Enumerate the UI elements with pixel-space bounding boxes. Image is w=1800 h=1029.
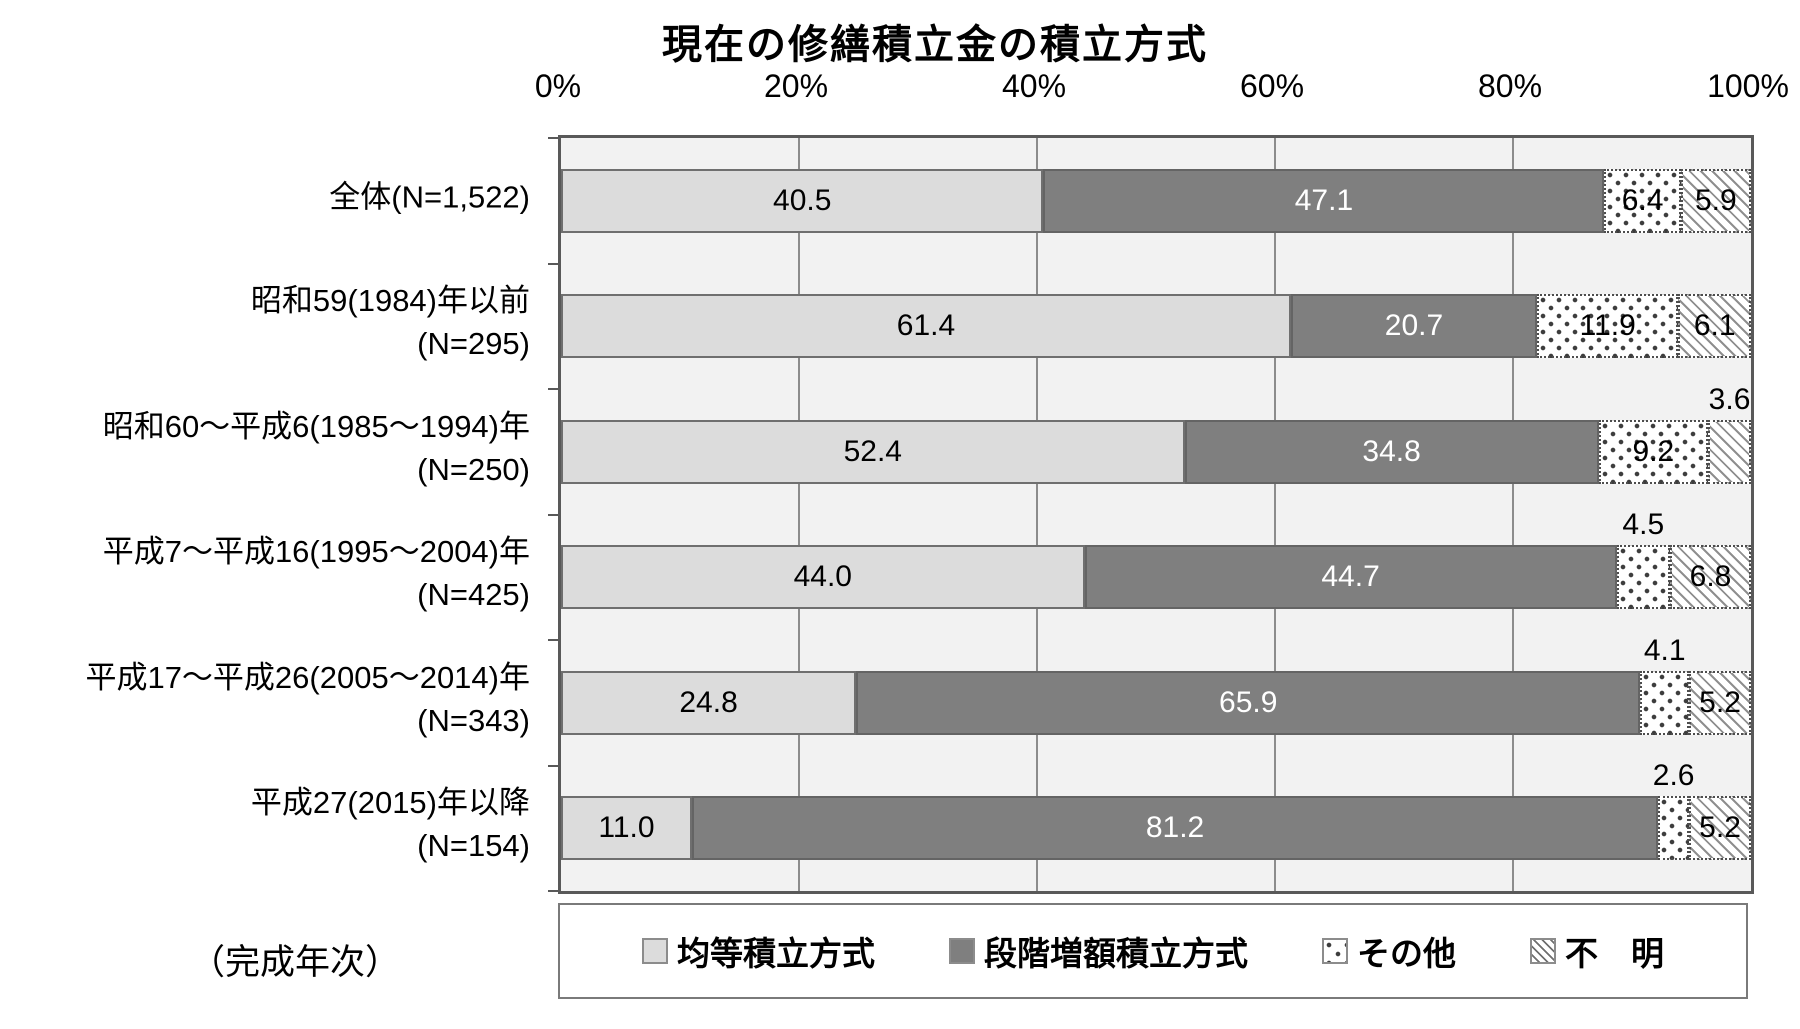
bar-row-1: 61.4 20.7 11.9 6.1	[561, 294, 1751, 359]
value-label: 9.2	[1632, 434, 1675, 468]
value-label: 5.2	[1699, 685, 1741, 719]
bar-segment-dark-gray-row-1: 20.7	[1290, 294, 1537, 359]
bar-segment-polka-dots-row-0: 6.4	[1604, 168, 1681, 233]
bar-segment-diagonal-hatch-row-1: 6.1	[1678, 294, 1751, 359]
gridline-80	[1512, 138, 1514, 891]
bar-row-0: 40.5 47.1 6.4 5.9	[561, 168, 1751, 233]
x-axis-tick-60: 60%	[1239, 68, 1305, 104]
value-label: 11.0	[598, 811, 655, 845]
footnote-completion-year: （完成年次）	[189, 943, 400, 982]
bar-segment-polka-dots-row-5: 2.6	[1653, 759, 1694, 861]
legend-swatch-light-gray	[642, 938, 668, 964]
x-axis-tick-40: 40%	[1001, 68, 1067, 104]
value-label: 6.8	[1689, 560, 1732, 594]
bar-segment-light-gray-row-1: 61.4	[561, 294, 1291, 359]
y-axis-tick-mark	[548, 890, 558, 892]
bar-segment-diagonal-hatch-row-2: 3.6	[1708, 383, 1751, 484]
category-label-1: 昭和59(1984)年以前 (N=295)	[250, 283, 530, 362]
value-label: 4.5	[1622, 508, 1665, 542]
bar-segment-dark-gray-row-4: 65.9	[856, 670, 1641, 735]
bar-segment-diagonal-hatch-row-5: 5.2	[1689, 796, 1751, 861]
bar-segment-polka-dots-row-1: 11.9	[1537, 294, 1679, 359]
value-label: 3.6	[1708, 382, 1751, 416]
value-label: 2.6	[1652, 759, 1695, 793]
legend-item-equal-method: 均等積立方式	[642, 927, 875, 975]
plot-area: 40.5 47.1 6.4 5.9 61.4 20.7 11.9 6.1 52.4 34.8 9.2…	[548, 135, 1754, 894]
legend-swatch-diagonal-hatch	[1530, 938, 1556, 964]
value-label: 81.2	[1145, 811, 1205, 845]
bar-row-3: 44.0 44.7 4.5 6.8	[561, 508, 1751, 610]
category-label-2: 昭和60～平成6(1985～1994)年 (N=250)	[102, 408, 530, 487]
legend-label: その他	[1357, 935, 1456, 972]
bar-segment-dark-gray-row-2: 34.8	[1184, 419, 1599, 484]
legend-item-staged-method: 段階増額積立方式	[949, 927, 1248, 975]
gridline-60	[1274, 138, 1276, 891]
bar-segment-dark-gray-row-0: 47.1	[1043, 168, 1605, 233]
chart-title: 現在の修繕積立金の積立方式	[662, 23, 1208, 67]
category-label-5: 平成27(2015)年以降 (N=154)	[250, 785, 530, 864]
bar-segment-diagonal-hatch-row-0: 5.9	[1680, 168, 1751, 233]
value-label: 34.8	[1362, 434, 1421, 468]
bar-segment-dark-gray-row-5: 81.2	[691, 796, 1659, 861]
value-label: 20.7	[1384, 309, 1444, 343]
x-axis-tick-20: 20%	[763, 68, 829, 104]
bar-segment-diagonal-hatch-row-3: 6.8	[1670, 545, 1751, 610]
value-label: 44.0	[793, 560, 852, 594]
legend-label: 段階増額積立方式	[984, 935, 1248, 972]
bar-segment-dark-gray-row-3: 44.7	[1084, 545, 1617, 610]
bar-row-5: 11.0 81.2 2.6 5.2	[561, 759, 1751, 861]
value-label: 65.9	[1219, 685, 1278, 719]
bar-segment-light-gray-row-5: 11.0	[561, 796, 692, 861]
value-label: 40.5	[773, 183, 832, 217]
x-axis: 0% 20% 40% 60% 80% 100%	[535, 68, 1789, 108]
bar-segment-light-gray-row-4: 24.8	[561, 670, 857, 735]
legend-item-other: その他	[1322, 927, 1456, 975]
value-label: 52.4	[843, 434, 902, 468]
y-axis-tick-mark	[548, 388, 558, 390]
value-label: 47.1	[1294, 183, 1354, 217]
value-label: 6.4	[1621, 183, 1664, 217]
bar-segment-polka-dots-row-3: 4.5	[1616, 508, 1671, 610]
legend-label: 不 明	[1565, 935, 1664, 972]
x-axis-tick-100: 100%	[1707, 68, 1789, 104]
bar-segment-light-gray-row-2: 52.4	[561, 419, 1185, 484]
bar-segment-polka-dots-row-2: 9.2	[1598, 419, 1709, 484]
bar-segment-light-gray-row-0: 40.5	[561, 168, 1044, 233]
value-label: 11.9	[1579, 309, 1636, 343]
bar-row-4: 24.8 65.9 4.1 5.2	[561, 634, 1751, 735]
bar-segment-polka-dots-row-4: 4.1	[1640, 634, 1690, 735]
value-label: 44.7	[1321, 560, 1380, 594]
bar-segment-diagonal-hatch-row-4: 5.2	[1689, 670, 1751, 735]
gridline-20	[798, 138, 800, 891]
value-label: 4.1	[1643, 633, 1686, 667]
y-axis-tick-mark	[548, 764, 558, 767]
x-axis-tick-0: 0%	[534, 68, 582, 104]
category-labels: 全体(N=1,522) 昭和59(1984)年以前 (N=295) 昭和60～平成6(…	[0, 135, 544, 888]
x-axis-tick-80: 80%	[1477, 68, 1543, 104]
value-label: 24.8	[679, 685, 738, 719]
value-label: 6.1	[1693, 309, 1736, 343]
y-axis-tick-mark	[548, 262, 558, 265]
category-label-0: 全体(N=1,522)	[329, 179, 530, 215]
value-label: 5.2	[1699, 811, 1741, 845]
y-axis-tick-mark	[548, 639, 558, 641]
category-label-3: 平成7～平成16(1995～2004)年 (N=425)	[102, 534, 530, 613]
legend-label: 均等積立方式	[677, 935, 875, 972]
legend-item-unknown: 不 明	[1530, 927, 1664, 975]
bar-segment-light-gray-row-3: 44.0	[561, 545, 1085, 610]
legend-swatch-polka-dots	[1322, 938, 1348, 964]
category-label-4: 平成17～平成26(2005～2014)年 (N=343)	[85, 659, 530, 738]
legend: 均等積立方式 段階増額積立方式 その他 不 明	[558, 903, 1748, 999]
legend-swatch-dark-gray	[949, 938, 975, 964]
bar-row-2: 52.4 34.8 9.2 3.6	[561, 383, 1751, 484]
value-label: 61.4	[896, 309, 956, 343]
gridline-40	[1036, 138, 1038, 891]
value-label: 5.9	[1694, 183, 1737, 217]
y-axis-tick-mark	[548, 513, 558, 516]
y-axis-tick-mark	[548, 137, 558, 139]
